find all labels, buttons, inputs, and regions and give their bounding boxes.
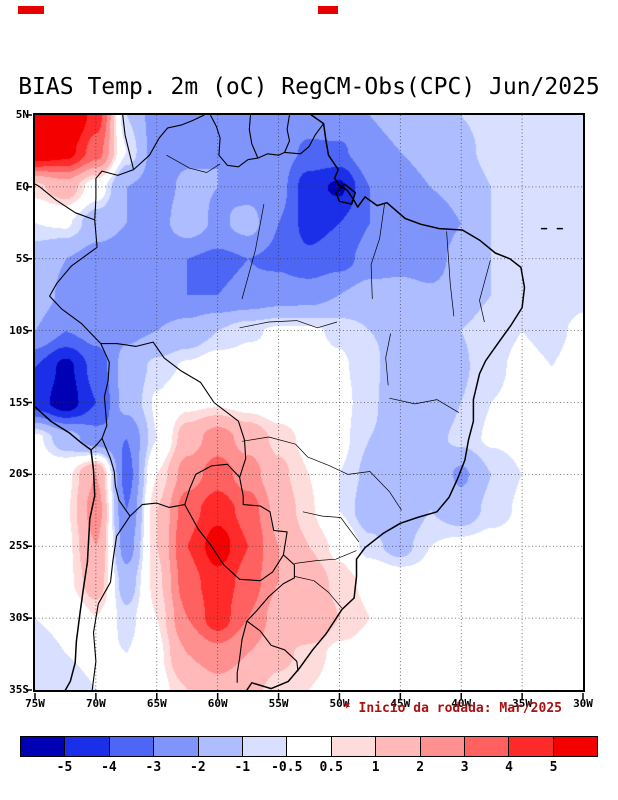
state-borders — [166, 154, 491, 609]
lat-tick-label: 5S — [15, 251, 29, 265]
top-red-artifact-2 — [318, 6, 338, 14]
colorbar-tick-label: -1 — [234, 760, 251, 775]
colorbar-tick-label: -0.5 — [271, 760, 303, 775]
top-red-artifact-1 — [18, 6, 44, 14]
colorbar-tick-label: 5 — [549, 760, 558, 775]
lat-tick-label: 5N — [15, 108, 29, 121]
lon-tick-label: 75W — [25, 697, 45, 710]
colorbar-tick-label: 0.5 — [319, 760, 343, 775]
colorbar-segment — [64, 736, 110, 757]
colorbar-segment — [20, 736, 66, 757]
lat-tick-label: EQ — [15, 179, 29, 193]
colorbar-tick-label: -4 — [101, 760, 117, 775]
lat-tick-label: 20S — [9, 467, 29, 481]
colorbar-segment — [330, 736, 377, 757]
colorbar-tick-label: 2 — [416, 760, 425, 775]
lon-tick-label: 45W — [390, 697, 411, 710]
colorbar-segment — [463, 736, 510, 757]
lon-tick-label: 70W — [85, 697, 106, 710]
country-borders — [34, 114, 325, 691]
lon-tick-label: 30W — [573, 697, 593, 710]
colorbar-segment — [552, 736, 599, 757]
lon-tick-label: 60W — [207, 697, 228, 710]
lat-tick-label: 25S — [9, 539, 29, 553]
lat-tick-label: 30S — [9, 611, 29, 625]
colorbar — [20, 736, 599, 757]
coastline — [34, 114, 564, 691]
colorbar-segment — [241, 736, 288, 757]
lat-tick-label: 10S — [9, 323, 29, 337]
lon-tick-label: 55W — [268, 697, 289, 710]
colorbar-tick-label: 1 — [371, 760, 380, 775]
colorbar-segment — [197, 736, 243, 757]
map-overlay — [26, 114, 584, 699]
lon-tick-label: 50W — [329, 697, 350, 710]
map-plot-frame: 5N EQ 5S 10S 15S 20S 25S 30S 35S 75W 70W 65W 60W 55W… — [9, 108, 593, 710]
colorbar-tick-label: -3 — [145, 760, 162, 775]
colorbar-tick-label: -5 — [56, 760, 73, 775]
lon-tick-label: 35W — [512, 697, 533, 710]
colorbar-segment — [508, 736, 554, 757]
lat-tick-label: 35S — [9, 683, 29, 696]
run-start-note: * Inicio da rodada: Mar/2025 — [342, 701, 562, 716]
gridlines — [35, 115, 583, 690]
colorbar-labels: -5 -4 -3 -2 -1 -0.5 0.5 1 2 3 4 5 — [20, 760, 598, 778]
colorbar-segment — [108, 736, 155, 757]
colorbar-tick-label: 4 — [505, 760, 513, 775]
chart-title: BIAS Temp. 2m (oC) RegCM-Obs(CPC) Jun/20… — [18, 74, 600, 100]
colorbar-tick-label: 3 — [460, 760, 469, 775]
colorbar-segment — [375, 736, 421, 757]
lat-tick-label: 15S — [9, 395, 29, 409]
colorbar-segment — [286, 736, 332, 757]
lon-tick-label: 40W — [451, 697, 472, 710]
lon-tick-label: 65W — [146, 697, 167, 710]
colorbar-segment — [419, 736, 465, 757]
colorbar-segment — [153, 736, 199, 757]
axis-ticks — [26, 114, 584, 699]
colorbar-tick-label: -2 — [190, 760, 206, 775]
